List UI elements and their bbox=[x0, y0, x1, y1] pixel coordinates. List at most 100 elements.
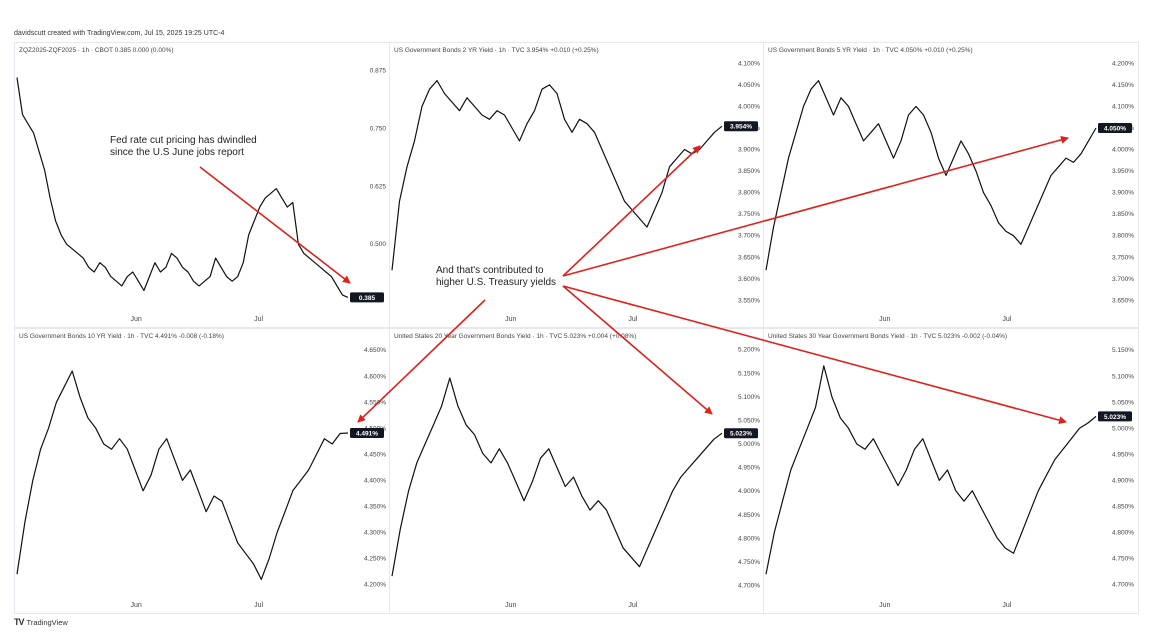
y-tick-label: 3.950% bbox=[1112, 168, 1134, 175]
y-tick-label: 4.100% bbox=[738, 60, 760, 67]
y-tick-label: 4.750% bbox=[1112, 556, 1134, 563]
last-value-label: 0.385 bbox=[359, 295, 376, 302]
y-tick-label: 0.875 bbox=[370, 68, 387, 75]
chart-svg: 4.650%4.600%4.550%4.500%4.450%4.400%4.35… bbox=[16, 347, 386, 609]
chart-title: United States 20 Year Government Bonds Y… bbox=[394, 333, 637, 340]
y-tick-label: 4.700% bbox=[1112, 582, 1134, 589]
watermark-header: davidscutt created with TradingView.com,… bbox=[14, 30, 225, 37]
last-value-label: 5.023% bbox=[730, 431, 752, 438]
y-tick-label: 4.850% bbox=[1112, 503, 1134, 510]
y-tick-label: 5.000% bbox=[1112, 425, 1134, 432]
chart-panel-us20y[interactable]: United States 20 Year Government Bonds Y… bbox=[389, 328, 765, 614]
annotation-fed-pricing: Fed rate cut pricing has dwindled since … bbox=[110, 135, 257, 158]
chart-svg: 5.200% 5.150% 5.100% 5.050% 5.000% 4.950% 4.90… bbox=[391, 347, 760, 609]
y-tick-label: 5.150% bbox=[1112, 347, 1134, 354]
x-tick-label: Jul bbox=[254, 316, 263, 323]
y-tick-label: 4.450% bbox=[364, 451, 386, 458]
chart-title: ZQZ2025-ZQF2025 · 1h · CBOT 0.385 0.000 … bbox=[19, 47, 174, 54]
last-value-label: 5.023% bbox=[1104, 414, 1126, 421]
y-tick-label: 4.900% bbox=[738, 488, 760, 495]
y-tick-label: 4.200% bbox=[364, 582, 386, 589]
x-tick-label: Jun bbox=[131, 316, 142, 323]
y-tick-label: 4.100% bbox=[1112, 103, 1134, 110]
price-line bbox=[765, 80, 1097, 271]
y-tick-label: 5.050% bbox=[738, 417, 760, 424]
y-tick-label: 4.150% bbox=[1112, 82, 1134, 89]
last-value-label: 4.050% bbox=[1104, 125, 1126, 132]
price-line bbox=[391, 80, 723, 271]
x-tick-label: Jul bbox=[1002, 316, 1011, 323]
footer-brand: TV TradingView bbox=[14, 617, 68, 627]
y-tick-label: 3.800% bbox=[738, 190, 760, 197]
y-tick-label: 4.000% bbox=[1112, 147, 1134, 154]
y-tick-label: 5.100% bbox=[1112, 373, 1134, 380]
last-value-badge bbox=[1098, 411, 1132, 422]
last-value-badge bbox=[350, 428, 384, 439]
y-tick-label: 4.350% bbox=[364, 503, 386, 510]
y-tick-label: 4.550% bbox=[364, 399, 386, 406]
chart-title: US Government Bonds 10 YR Yield · 1h · T… bbox=[19, 333, 224, 340]
y-tick-label: 3.900% bbox=[1112, 190, 1134, 197]
y-tick-label: 4.800% bbox=[1112, 530, 1134, 537]
last-value-badge bbox=[1098, 122, 1132, 133]
y-tick-label: 4.000% bbox=[738, 103, 760, 110]
chart-panel-us10y[interactable]: US Government Bonds 10 YR Yield · 1h · T… bbox=[14, 328, 391, 614]
x-tick-label: Jun bbox=[505, 316, 516, 323]
y-tick-label: 3.850% bbox=[738, 168, 760, 175]
y-tick-label: 3.550% bbox=[738, 297, 760, 304]
y-tick-label: 4.850% bbox=[738, 512, 760, 519]
y-tick-label: 3.600% bbox=[738, 276, 760, 283]
y-tick-label: 5.150% bbox=[738, 370, 760, 377]
y-tick-label: 4.800% bbox=[738, 535, 760, 542]
y-tick-label: 4.750% bbox=[738, 559, 760, 566]
y-tick-label: 5.000% bbox=[738, 441, 760, 448]
y-tick-label: 4.250% bbox=[364, 556, 386, 563]
chart-panel-us30y[interactable]: United States 30 Year Government Bonds Y… bbox=[763, 328, 1139, 614]
last-value-badge bbox=[724, 121, 758, 132]
chart-title: US Government Bonds 2 YR Yield · 1h · TV… bbox=[394, 47, 599, 54]
y-tick-label: 4.700% bbox=[738, 583, 760, 590]
last-value-label: 4.491% bbox=[356, 431, 378, 438]
y-tick-label: 3.800% bbox=[1112, 233, 1134, 240]
y-tick-label: 3.900% bbox=[738, 147, 760, 154]
price-line bbox=[16, 370, 349, 580]
x-tick-label: Jun bbox=[879, 602, 890, 609]
x-tick-label: Jul bbox=[254, 602, 263, 609]
y-tick-label: 4.900% bbox=[1112, 477, 1134, 484]
footer-text: TradingView bbox=[26, 617, 68, 627]
y-tick-label: 0.625 bbox=[370, 183, 387, 190]
y-tick-label: 3.750% bbox=[1112, 254, 1134, 261]
x-tick-label: Jul bbox=[628, 316, 637, 323]
y-tick-label: 5.200% bbox=[738, 347, 760, 354]
y-tick-label: 3.650% bbox=[1112, 297, 1134, 304]
price-line bbox=[391, 377, 723, 577]
y-tick-label: 3.850% bbox=[1112, 211, 1134, 218]
annotation-treasury-yields: And that's contributed to higher U.S. Tr… bbox=[436, 265, 557, 288]
y-tick-label: 4.050% bbox=[738, 82, 760, 89]
chart-svg: 5.150% 5.100% 5.050% 5.000% 4.950% 4.900% 4.85… bbox=[765, 347, 1134, 609]
price-line bbox=[765, 365, 1097, 575]
price-line bbox=[16, 77, 349, 298]
y-tick-label: 3.700% bbox=[738, 233, 760, 240]
y-tick-label: 4.200% bbox=[1112, 60, 1134, 67]
chart-panel-fed-funds[interactable]: ZQZ2025-ZQF2025 · 1h · CBOT 0.385 0.000 … bbox=[14, 42, 391, 328]
chart-title: US Government Bonds 5 YR Yield · 1h · TV… bbox=[768, 47, 973, 54]
last-value-label: 3.954% bbox=[730, 124, 752, 131]
chart-svg: 4.200% 4.150% 4.100% 4.050% 4.000% 3.950% 3.90… bbox=[765, 60, 1134, 323]
y-tick-label: 4.300% bbox=[364, 530, 386, 537]
y-tick-label: 5.100% bbox=[738, 394, 760, 401]
x-tick-label: Jun bbox=[505, 602, 516, 609]
last-value-badge bbox=[724, 428, 758, 439]
y-tick-label: 4.650% bbox=[364, 347, 386, 354]
x-tick-label: Jul bbox=[1002, 602, 1011, 609]
y-tick-label: 3.700% bbox=[1112, 276, 1134, 283]
y-tick-label: 0.750 bbox=[370, 125, 387, 132]
x-tick-label: Jun bbox=[131, 602, 142, 609]
y-tick-label: 4.400% bbox=[364, 477, 386, 484]
tradingview-logo-icon: TV bbox=[14, 617, 24, 627]
x-tick-label: Jul bbox=[628, 602, 637, 609]
chart-panel-us05y[interactable]: US Government Bonds 5 YR Yield · 1h · TV… bbox=[763, 42, 1139, 328]
x-tick-label: Jun bbox=[879, 316, 890, 323]
y-tick-label: 4.950% bbox=[1112, 451, 1134, 458]
y-tick-label: 4.950% bbox=[738, 465, 760, 472]
